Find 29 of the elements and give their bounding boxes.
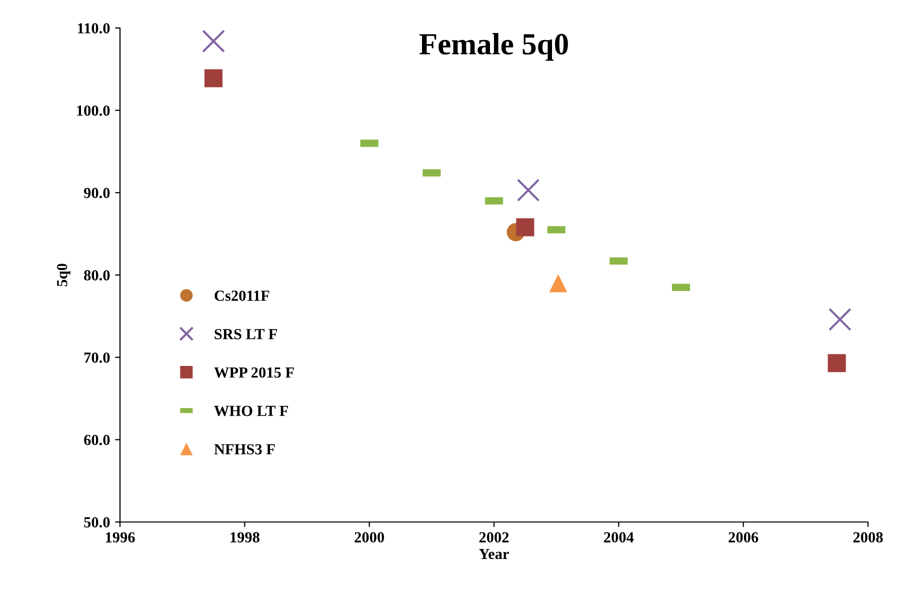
y-axis-title: 5q0 <box>56 264 70 286</box>
y-tick-label: 90.0 <box>84 188 110 198</box>
legend-label: WPP 2015 F <box>214 367 294 378</box>
legend-label: SRS LT F <box>214 329 277 340</box>
y-tick-label: 50.0 <box>84 517 110 528</box>
x-axis-title: Year <box>479 548 509 560</box>
point <box>516 218 534 236</box>
x-tick-label: 2004 <box>604 532 634 542</box>
legend-label: Cs2011F <box>214 290 270 301</box>
point <box>516 178 540 202</box>
x-tick-label: 2006 <box>728 532 758 542</box>
x-tick-label: 1998 <box>230 532 260 542</box>
y-tick-label: 110.0 <box>78 23 110 34</box>
y-tick-label: 80.0 <box>84 270 110 281</box>
point <box>828 354 846 372</box>
point <box>549 274 568 292</box>
x-tick-label: 2008 <box>853 532 883 542</box>
x-tick-label: 2002 <box>479 532 509 542</box>
y-tick-label: 100.0 <box>77 105 110 116</box>
legend-label: WHO LT F <box>214 406 288 416</box>
point <box>202 30 225 53</box>
point <box>204 69 223 88</box>
x-tick-label: 1996 <box>106 532 135 542</box>
legend-label: NFHS3 F <box>214 444 275 454</box>
chart-title: Female 5q0 <box>419 33 568 61</box>
x-tick-label: 2000 <box>354 532 384 542</box>
y-tick-label: 60.0 <box>84 434 110 446</box>
point <box>828 308 852 331</box>
y-tick-label: 70.0 <box>84 352 110 363</box>
